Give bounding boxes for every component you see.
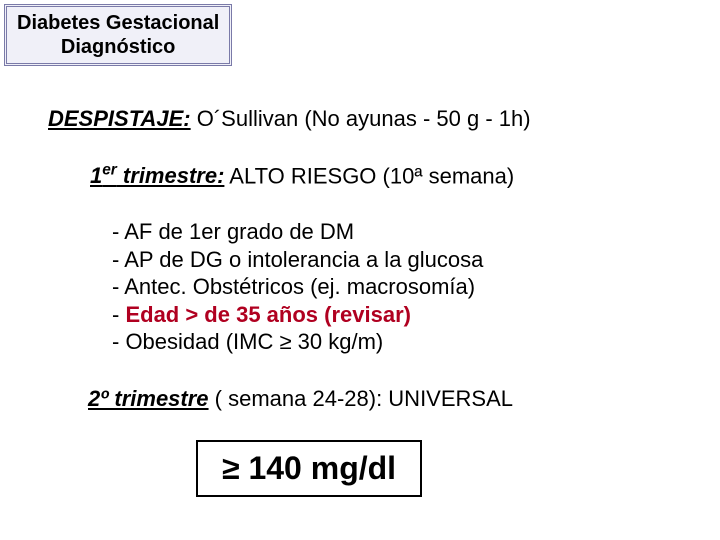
first-trimester-label: 1er trimestre:	[90, 163, 224, 188]
second-trimester-text: ( semana 24-28): UNIVERSAL	[209, 386, 513, 411]
bullet-ap-dg: - AP de DG o intolerancia a la glucosa	[112, 246, 483, 274]
second-trimester-label: 2º trimestre	[88, 386, 209, 411]
bullet-obesidad: - Obesidad (IMC ≥ 30 kg/m)	[112, 328, 483, 356]
title-box: Diabetes Gestacional Diagnóstico	[4, 4, 232, 66]
despistaje-text: O´Sullivan (No ayunas - 50 g - 1h)	[191, 106, 531, 131]
title-line1: Diabetes Gestacional	[17, 11, 219, 35]
risk-factors-list: - AF de 1er grado de DM - AP de DG o int…	[112, 218, 483, 356]
despistaje-label: DESPISTAJE:	[48, 106, 191, 131]
despistaje-line: DESPISTAJE: O´Sullivan (No ayunas - 50 g…	[48, 106, 531, 132]
threshold-box: ≥ 140 mg/dl	[196, 440, 422, 497]
bullet-edad: - Edad > de 35 años (revisar)	[112, 301, 483, 329]
threshold-value: ≥ 140 mg/dl	[222, 450, 396, 486]
first-trimester-text: ALTO RIESGO (10ª semana)	[224, 163, 514, 188]
bullet-antec-obst: - Antec. Obstétricos (ej. macrosomía)	[112, 273, 483, 301]
second-trimester-line: 2º trimestre ( semana 24-28): UNIVERSAL	[88, 386, 513, 412]
first-trimester-line: 1er trimestre: ALTO RIESGO (10ª semana)	[90, 162, 514, 189]
bullet-af-dm: - AF de 1er grado de DM	[112, 218, 483, 246]
title-line2: Diagnóstico	[17, 35, 219, 59]
